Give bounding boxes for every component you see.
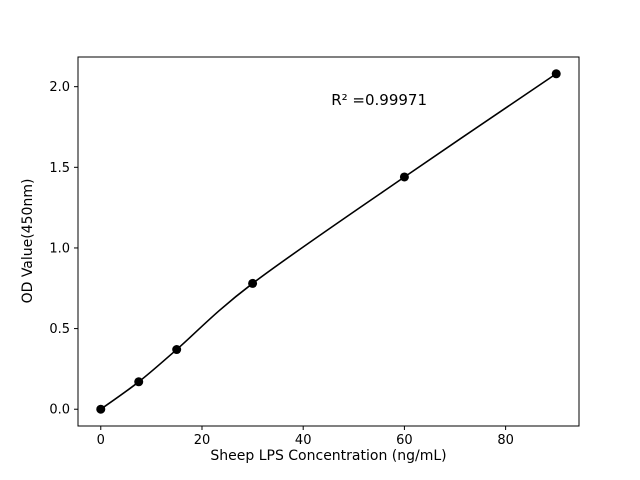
y-tick-label: 0.5: [49, 322, 70, 337]
r-squared-annotation: R² =0.99971: [331, 90, 427, 109]
data-point: [172, 345, 182, 355]
y-axis-label: OD Value(450nm): [20, 178, 36, 304]
x-axis-label: Sheep LPS Concentration (ng/mL): [210, 448, 447, 464]
x-tick-label: 60: [396, 433, 413, 448]
data-point: [551, 69, 561, 79]
y-tick-label: 2.0: [49, 80, 70, 95]
x-tick-label: 40: [295, 433, 312, 448]
y-tick-label: 1.5: [49, 161, 70, 176]
plot-border: [77, 56, 580, 427]
data-point: [248, 278, 258, 288]
data-point: [96, 404, 106, 414]
fit-line: [100, 73, 557, 410]
y-tick-label: 0.0: [49, 403, 70, 418]
data-point: [399, 172, 409, 182]
x-tick-label: 20: [194, 433, 211, 448]
x-tick-label: 0: [97, 433, 105, 448]
data-point: [134, 377, 144, 387]
x-tick-label: 80: [497, 433, 514, 448]
y-tick-label: 1.0: [49, 241, 70, 256]
